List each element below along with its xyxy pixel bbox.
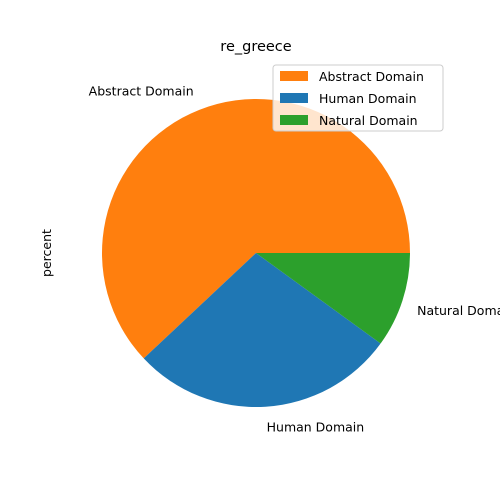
chart-title: re_greece [220, 39, 291, 55]
slice-label-abstract: Abstract Domain [89, 83, 194, 98]
legend-swatch-abstract [280, 71, 308, 81]
legend-swatch-human [280, 93, 308, 103]
legend: Abstract Domain Human Domain Natural Dom… [272, 64, 444, 132]
legend-swatch-natural [280, 115, 308, 125]
pie-slice-labels: Abstract Domain Human Domain Natural Domai… [89, 83, 500, 434]
legend-box [272, 64, 444, 132]
slice-label-natural: Natural Domain [417, 303, 500, 318]
pie-slice-abstract [101, 99, 410, 359]
slice-label-human: Human Domain [267, 420, 365, 435]
legend-label-human: Human Domain [319, 91, 417, 106]
pie-slice-natural [256, 253, 410, 344]
legend-label-abstract: Abstract Domain [319, 69, 424, 84]
y-axis-label: percent [39, 229, 54, 277]
legend-label-natural: Natural Domain [319, 113, 418, 128]
pie-slices [101, 99, 410, 407]
pie-slice-human [143, 253, 381, 407]
